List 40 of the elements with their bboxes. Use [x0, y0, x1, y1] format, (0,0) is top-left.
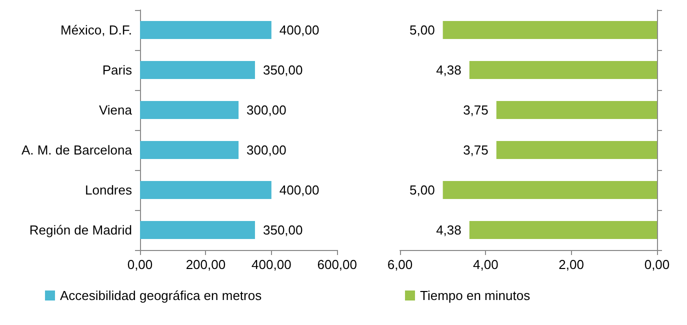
data-label: 3,75 [463, 142, 488, 158]
data-label: 300,00 [246, 102, 286, 118]
x-tick-label: 6,00 [387, 257, 413, 272]
data-label: 4,38 [436, 62, 462, 78]
x-tick-label: 400,00 [252, 257, 292, 272]
data-label: 400,00 [279, 22, 320, 38]
bar [140, 141, 239, 159]
y-tick-label: México, D.F. [60, 22, 132, 38]
bar [140, 101, 239, 119]
bar [469, 221, 657, 239]
y-tick-label: Región de Madrid [29, 222, 132, 238]
data-label: 350,00 [262, 62, 303, 78]
data-label: 5,00 [410, 22, 435, 38]
x-tick-label: 0,00 [127, 257, 153, 272]
y-tick-label: Viena [98, 102, 133, 118]
y-tick-label: Paris [102, 62, 132, 78]
data-label: 350,00 [262, 222, 303, 238]
bar [496, 101, 657, 119]
bar [140, 181, 272, 199]
data-label: 300,00 [246, 142, 286, 158]
x-tick-label: 2,00 [558, 257, 584, 272]
data-label: 400,00 [279, 182, 320, 198]
bar [442, 181, 657, 199]
bar [469, 61, 657, 79]
legend-label: Tiempo en minutos [420, 288, 531, 303]
bar [140, 21, 272, 39]
data-label: 4,38 [436, 222, 462, 238]
x-tick-label: 200,00 [186, 257, 226, 272]
y-tick-label: Londres [85, 182, 132, 198]
bar [442, 21, 657, 39]
bar [496, 141, 657, 159]
legend-label: Accesibilidad geográfica en metros [60, 288, 262, 303]
bar [140, 61, 255, 79]
data-label: 5,00 [410, 182, 435, 198]
y-tick-label: A. M. de Barcelona [21, 142, 133, 158]
bar [140, 221, 255, 239]
x-tick-label: 600,00 [317, 257, 357, 272]
x-tick-label: 4,00 [473, 257, 498, 272]
data-label: 3,75 [463, 102, 488, 118]
x-tick-label: 0,00 [644, 257, 670, 272]
